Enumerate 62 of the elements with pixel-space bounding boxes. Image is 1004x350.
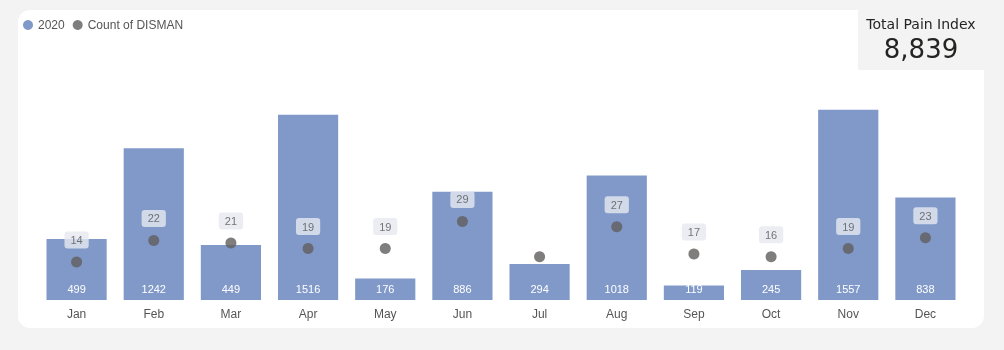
- x-tick-label: Mar: [220, 307, 242, 321]
- data-label: 23: [919, 209, 932, 222]
- data-label: 27: [610, 198, 623, 211]
- data-label: 19: [379, 220, 392, 233]
- data-label: 1018: [604, 282, 629, 295]
- bar: [277, 114, 339, 300]
- data-label: 119: [685, 282, 703, 295]
- data-label: 14: [70, 234, 83, 247]
- x-tick-label: Jan: [66, 307, 87, 321]
- legend-label: 2020: [38, 18, 66, 32]
- data-label: 29: [456, 193, 469, 206]
- point: [302, 243, 314, 255]
- point: [919, 232, 931, 244]
- data-label: 449: [221, 282, 241, 295]
- x-tick-label: Dec: [914, 307, 937, 321]
- x-tick-label: Feb: [143, 307, 165, 321]
- x-tick-label: Apr: [298, 307, 318, 321]
- data-label: 886: [453, 282, 472, 295]
- point: [379, 243, 391, 255]
- x-tick-label: Aug: [606, 307, 628, 321]
- bar: [123, 148, 184, 300]
- point: [456, 215, 468, 227]
- bar: [895, 197, 956, 300]
- data-label: 16: [764, 228, 778, 241]
- point: [765, 251, 777, 263]
- point: [611, 221, 623, 233]
- data-label: 1516: [295, 282, 321, 295]
- x-tick-label: Jun: [452, 307, 473, 321]
- point: [534, 251, 546, 263]
- x-tick-label: Sep: [683, 307, 705, 321]
- data-label: 22: [147, 212, 160, 225]
- data-label: 1557: [836, 282, 861, 295]
- text: 8,839: [882, 34, 960, 64]
- data-label: 176: [376, 282, 395, 295]
- data-label: 245: [761, 282, 781, 295]
- data-label: 838: [916, 282, 935, 295]
- point: [71, 256, 83, 268]
- point: [148, 234, 160, 246]
- bar: [586, 175, 647, 300]
- data-label: 19: [301, 220, 315, 233]
- point: [688, 248, 700, 260]
- data-label: 1242: [141, 282, 166, 295]
- x-tick-label: Nov: [837, 307, 859, 321]
- bar: [663, 285, 725, 300]
- bar: [432, 191, 493, 300]
- text: Total Pain Index: [865, 16, 977, 32]
- legend-label: Count of DISMAN: [87, 18, 184, 32]
- bar: [740, 270, 802, 300]
- bar: [509, 264, 570, 300]
- bar: [818, 109, 879, 300]
- data-label: 294: [530, 282, 549, 295]
- x-tick-label: Oct: [761, 307, 782, 321]
- point: [225, 237, 237, 249]
- point: [842, 243, 854, 255]
- x-tick-label: Jul: [531, 307, 548, 321]
- bar: [200, 245, 262, 300]
- data-label: 17: [687, 225, 701, 238]
- data-label: 499: [67, 282, 86, 295]
- data-label: 19: [842, 220, 855, 233]
- data-label: 21: [224, 215, 238, 228]
- bar: [355, 278, 416, 300]
- x-tick-label: May: [373, 307, 397, 321]
